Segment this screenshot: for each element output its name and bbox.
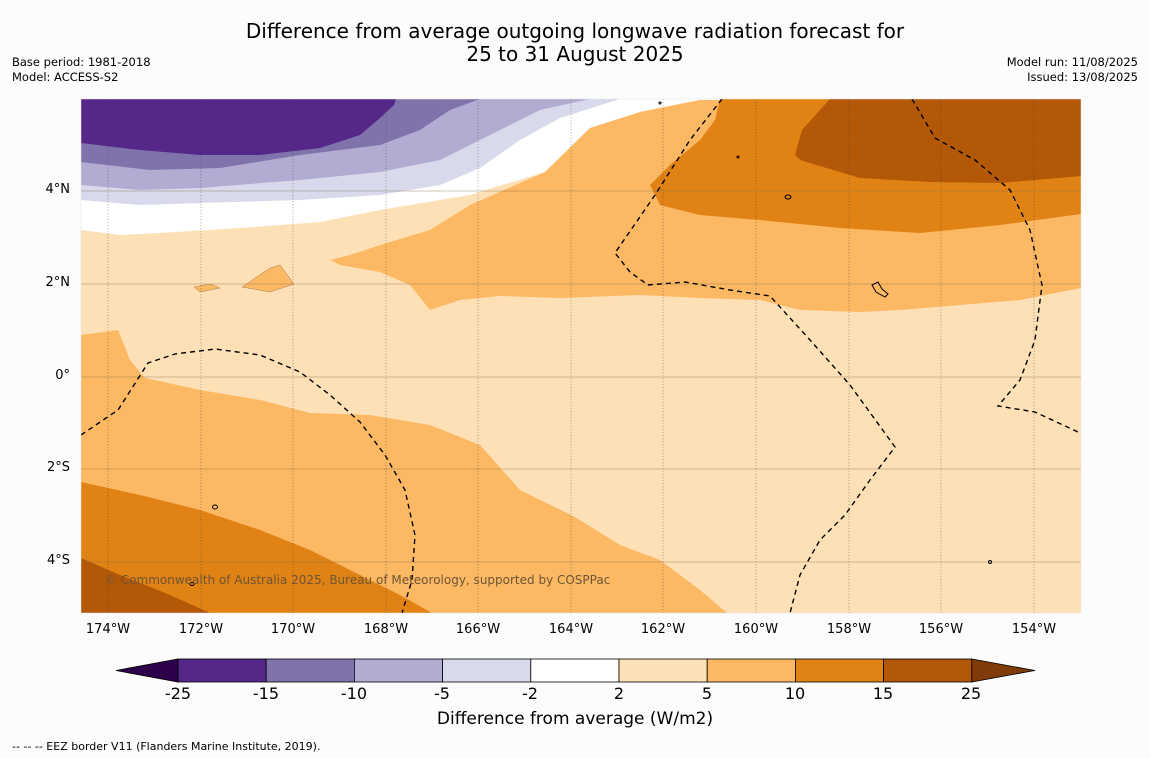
lon-label-170w: 170°W xyxy=(270,622,316,637)
lon-label-158w: 158°W xyxy=(826,622,872,637)
metadata-left: Base period: 1981-2018 Model: ACCESS-S2 xyxy=(12,55,151,85)
band-minus25-to-minus15 xyxy=(81,99,396,155)
colorbar-segment xyxy=(883,658,973,683)
chart-title-line-1: Difference from average outgoing longwav… xyxy=(245,19,905,43)
colorbar-tick-label: -5 xyxy=(434,684,450,703)
lon-label-166w: 166°W xyxy=(455,622,501,637)
lon-label-172w: 172°W xyxy=(178,622,224,637)
lon-label-162w: 162°W xyxy=(640,622,686,637)
lon-label-154w: 154°W xyxy=(1011,622,1057,637)
colorbar-segment xyxy=(618,658,708,683)
band-15-to-25-south xyxy=(81,558,210,613)
issued-date: Issued: 13/08/2025 xyxy=(1027,70,1138,84)
colorbar-tick-label: 5 xyxy=(701,684,713,703)
lat-label-2s: 2°S xyxy=(46,460,70,475)
lat-label-equator: 0° xyxy=(55,368,70,383)
eez-borders xyxy=(81,99,1079,613)
map-frame xyxy=(80,98,1082,614)
colorbar-segment xyxy=(530,658,620,683)
lon-label-160w: 160°W xyxy=(733,622,779,637)
lat-label-4s: 4°S xyxy=(46,553,70,568)
anomaly-field: © Commonwealth of Australia 2025, Bureau… xyxy=(81,99,1081,613)
copyright-credit: © Commonwealth of Australia 2025, Bureau… xyxy=(105,573,610,587)
eez-footnote: -- -- -- EEZ border V11 (Flanders Marine… xyxy=(12,740,321,753)
latitude-gridlines xyxy=(81,190,1081,563)
colorbar-tick-label: -25 xyxy=(164,684,192,703)
colorbar-tick-label: -10 xyxy=(340,684,368,703)
colorbar-tick-label: -2 xyxy=(522,684,538,703)
colorbar xyxy=(115,658,1036,683)
colorbar-under-arrow xyxy=(115,658,179,683)
colorbar-tick-label: 25 xyxy=(960,684,982,703)
colorbar-segment xyxy=(706,658,796,683)
colorbar-segment xyxy=(353,658,443,683)
band-10-to-15-south xyxy=(81,482,432,613)
metadata-right: Model run: 11/08/2025 Issued: 13/08/2025 xyxy=(1007,55,1138,85)
colorbar-over-arrow xyxy=(971,658,1036,683)
colorbar-tick-label: 15 xyxy=(872,684,894,703)
colorbar-tick-label: -15 xyxy=(252,684,280,703)
lon-label-156w: 156°W xyxy=(918,622,964,637)
colorbar-segment xyxy=(177,658,267,683)
patch-5-to-10-a xyxy=(241,264,295,293)
islands xyxy=(189,101,992,586)
base-period: Base period: 1981-2018 xyxy=(12,55,151,69)
lon-label-164w: 164°W xyxy=(548,622,594,637)
band-15-to-25-north xyxy=(795,99,1081,183)
colorbar-title: Difference from average (W/m2) xyxy=(436,709,714,729)
colorbar-tick-label: 2 xyxy=(613,684,625,703)
lat-label-4n: 4°N xyxy=(45,182,71,197)
model-name: Model: ACCESS-S2 xyxy=(12,70,119,84)
lon-label-168w: 168°W xyxy=(363,622,409,637)
chart-title-line-2: 25 to 31 August 2025 xyxy=(466,42,684,66)
model-run-date: Model run: 11/08/2025 xyxy=(1006,55,1138,69)
patch-5-to-10-b xyxy=(193,283,221,293)
colorbar-segment xyxy=(795,658,885,683)
colorbar-tick-label: 10 xyxy=(784,684,806,703)
lat-label-2n: 2°N xyxy=(45,275,71,290)
colorbar-segment xyxy=(442,658,532,683)
lon-label-174w: 174°W xyxy=(85,622,131,637)
colorbar-segment xyxy=(265,658,355,683)
